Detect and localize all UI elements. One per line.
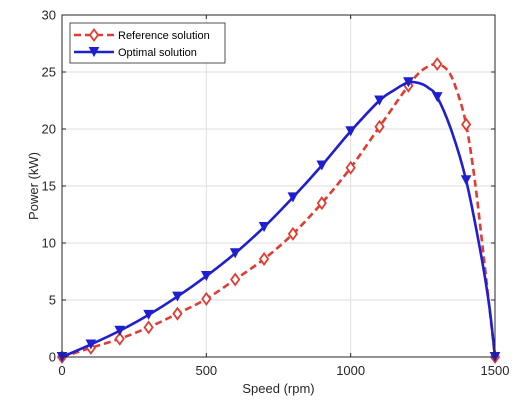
data-point-optimal — [258, 222, 270, 233]
data-point-optimal — [172, 291, 183, 302]
data-point-reference — [172, 306, 183, 321]
x-tick-label: 0 — [58, 363, 65, 378]
data-point-optimal — [85, 339, 97, 350]
data-point-reference — [461, 117, 472, 132]
series-layer — [56, 56, 501, 365]
series-line-reference — [61, 62, 497, 359]
x-tick-label: 1000 — [336, 363, 365, 378]
y-tick-label: 0 — [49, 350, 56, 365]
data-point-reference — [316, 196, 327, 211]
data-point-optimal — [374, 95, 385, 106]
legend-marker-optimal — [88, 47, 100, 58]
legend-label-optimal: Optimal solution — [118, 47, 197, 59]
y-tick-label: 5 — [49, 293, 56, 308]
x-tick-label: 1500 — [481, 363, 510, 378]
legend-label-reference: Reference solution — [118, 30, 210, 42]
data-point-optimal — [143, 309, 154, 320]
data-point-reference — [345, 160, 356, 175]
data-point-reference — [114, 331, 125, 346]
data-point-optimal — [229, 248, 241, 259]
data-point-optimal — [287, 192, 299, 203]
data-point-reference — [432, 56, 443, 72]
data-point-optimal — [201, 271, 212, 282]
data-point-reference — [201, 291, 212, 306]
data-point-optimal — [403, 77, 414, 88]
y-tick-label: 25 — [42, 65, 56, 80]
data-point-optimal — [316, 160, 328, 171]
data-point-reference — [143, 320, 154, 335]
ticks: 0 500 1000 1500 0 5 10 15 20 25 30 — [42, 8, 510, 379]
y-tick-label: 15 — [42, 179, 56, 194]
y-tick-label: 20 — [42, 122, 56, 137]
data-point-reference — [374, 119, 385, 134]
data-point-reference — [258, 251, 270, 266]
y-tick-label: 30 — [42, 8, 56, 23]
x-axis-title: Speed (rpm) — [242, 381, 314, 396]
data-point-optimal — [431, 92, 443, 103]
data-point-optimal — [114, 325, 126, 336]
data-point-optimal — [460, 175, 472, 186]
series-line-optimal — [61, 80, 497, 359]
y-tick-label: 10 — [42, 236, 56, 251]
data-point-reference — [287, 226, 299, 241]
data-point-optimal — [345, 126, 356, 137]
legend-box — [69, 22, 226, 64]
y-axis-title: Power (kW) — [26, 152, 41, 220]
legend-marker-reference — [88, 27, 100, 43]
x-tick-label: 500 — [195, 363, 217, 378]
data-point-reference — [230, 272, 241, 287]
legend: Reference solution Optimal solution — [69, 22, 226, 64]
series-optimal — [56, 77, 501, 363]
